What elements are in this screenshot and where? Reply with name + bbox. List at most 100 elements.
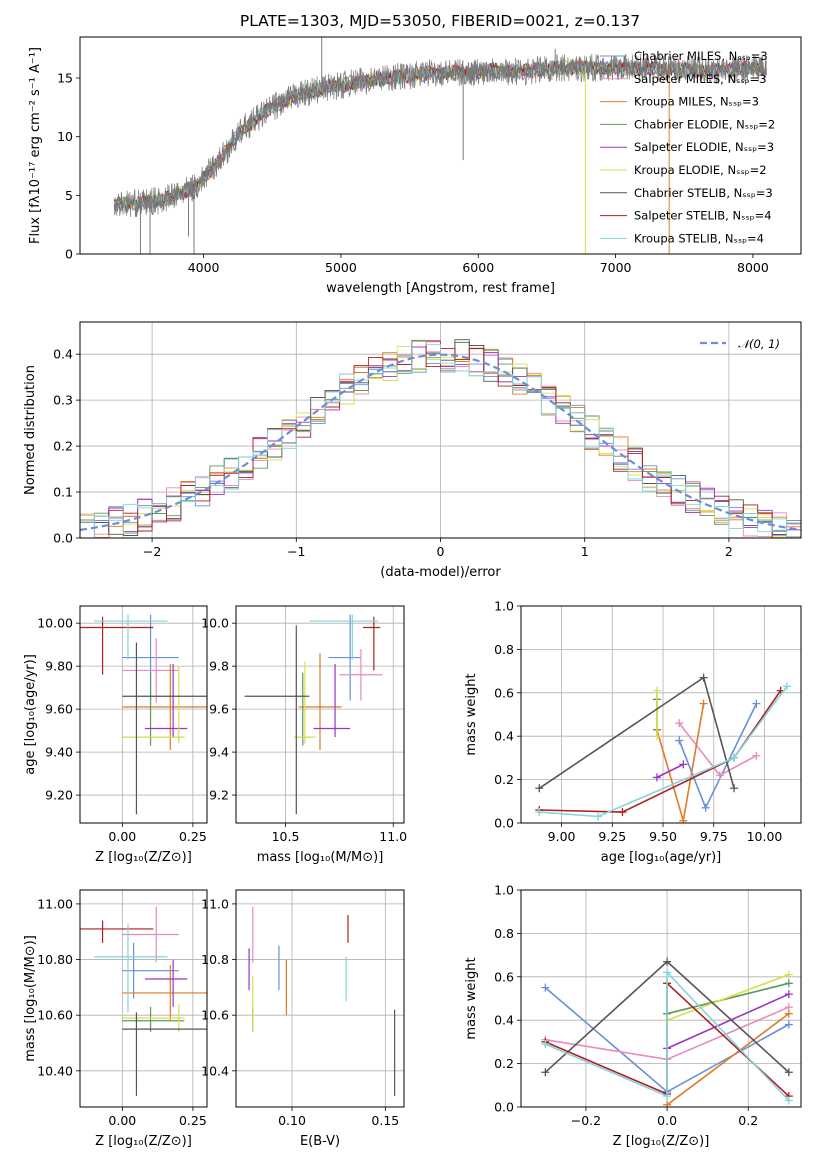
y-tick-label: 0.6 (494, 969, 514, 984)
x-axis-label: Z [log₁₀(Z/Z⊙)] (95, 1134, 192, 1149)
x-tick-label: 9.25 (598, 829, 626, 844)
x-axis-label: E(B-V) (300, 1134, 340, 1149)
y-tick-label: 9.20 (45, 788, 73, 803)
y-tick-label: 9.40 (45, 745, 73, 760)
y-tick-label: 9.2 (209, 788, 229, 803)
point-kroupa-stelib (782, 682, 791, 691)
legend-label: Salpeter STELIB, Nₛₛₚ=4 (634, 209, 772, 223)
x-tick-label: 2 (725, 544, 733, 559)
legend-label: Chabrier ELODIE, Nₛₛₚ=2 (634, 117, 775, 131)
residuals-panel: −2 −1 0 1 2 0.0 0.1 0.2 0.3 0.4 (data-model)/error… (23, 321, 802, 580)
point-kroupa-stelib (663, 1092, 672, 1101)
y-tick-label: 0.2 (494, 772, 514, 787)
spectrum-panel: 4000 5000 6000 7000 8000 0 5 10 15 wavelength [An… (28, 36, 802, 296)
y-tick-label: 10 (57, 129, 73, 144)
age-vs-Z-plot-area (80, 614, 207, 815)
y-tick-label: 9.6 (209, 702, 229, 717)
x-tick-label: 0.10 (278, 1113, 306, 1128)
point-salpeter-elodie (679, 760, 688, 769)
x-tick-label: 0 (437, 544, 445, 559)
point-salpeter-miles (752, 751, 761, 760)
legend-label: 𝒩(0, 1) (738, 337, 780, 351)
series-kroupa-miles (666, 1013, 790, 1106)
normal-curve (80, 353, 801, 531)
y-tick-label: 9.80 (45, 659, 73, 674)
x-tick-label: 0.25 (179, 829, 207, 844)
x-tick-label: 0.2 (738, 1113, 758, 1128)
y-tick-label: 15 (57, 71, 73, 86)
point-kroupa-elodie (784, 970, 793, 979)
y-tick-label: 0.4 (494, 1013, 514, 1028)
series-chabrier-elodie (666, 982, 789, 1015)
y-tick-label: 0.2 (494, 1056, 514, 1071)
y-tick-label: 0.6 (494, 685, 514, 700)
y-axis-label: Normed distribution (23, 365, 38, 495)
plot-frame (79, 889, 208, 1108)
x-tick-label: 0.00 (108, 1113, 136, 1128)
plot-frame (235, 889, 405, 1108)
y-tick-label: 0.0 (53, 531, 73, 546)
point-kroupa-elodie (652, 686, 661, 695)
point-kroupa-miles (679, 816, 688, 823)
y-tick-label: 10.0 (201, 616, 229, 631)
point-kroupa-miles (663, 1100, 672, 1107)
legend-label: Salpeter MILES, Nₛₛₚ=3 (634, 72, 767, 86)
x-axis-label: Z [log₁₀(Z/Z⊙)] (95, 850, 192, 865)
x-axis-label: Z [log₁₀(Z/Z⊙)] (613, 1134, 710, 1149)
y-tick-label: 10.4 (201, 1063, 229, 1078)
x-tick-label: 5000 (325, 260, 357, 275)
y-tick-label: 11.0 (201, 896, 229, 911)
series-kroupa-stelib (539, 685, 788, 818)
x-tick-label: 7000 (600, 260, 632, 275)
point-chabrier-stelib (784, 1068, 793, 1077)
legend-label: Chabrier STELIB, Nₛₛₚ=3 (634, 186, 773, 200)
y-axis-label: mass [log₁₀(M/M⊙)] (23, 935, 38, 1062)
point-salpeter-elodie (652, 773, 661, 782)
point-chabrier-elodie (784, 979, 793, 988)
plot-frame (520, 605, 802, 824)
point-chabrier-miles (675, 736, 684, 745)
x-tick-label: −0.2 (571, 1113, 601, 1128)
x-tick-label: 1 (581, 544, 589, 559)
y-tick-label: 5 (65, 188, 73, 203)
x-tick-label: −1 (287, 544, 305, 559)
plot-frame (520, 889, 802, 1108)
x-tick-label: 9.00 (548, 829, 576, 844)
residuals-plot-area (80, 339, 801, 538)
legend-label: Salpeter ELODIE, Nₛₛₚ=3 (634, 140, 774, 154)
x-tick-label: 0.0 (657, 1113, 677, 1128)
x-tick-label: 0.00 (108, 829, 136, 844)
x-axis-label: wavelength [Angstrom, rest frame] (326, 281, 555, 296)
x-tick-label: 10.5 (272, 829, 300, 844)
x-tick-label: 8000 (737, 260, 769, 275)
y-tick-label: 0.8 (494, 642, 514, 657)
spectrum-plot-area (113, 37, 767, 254)
point-kroupa-elodie (652, 732, 661, 741)
point-chabrier-stelib (699, 673, 708, 682)
y-tick-label: 9.4 (209, 745, 229, 760)
series-salpeter-elodie (656, 763, 684, 779)
x-tick-label: 9.50 (649, 829, 677, 844)
y-axis-label: mass weight (464, 673, 479, 755)
y-tick-label: 0.4 (53, 347, 73, 362)
series-salpeter-elodie (666, 993, 790, 1050)
figure-title: PLATE=1303, MJD=53050, FIBERID=0021, z=0… (239, 12, 641, 30)
plot-frame (79, 605, 208, 824)
point-chabrier-stelib (535, 784, 544, 793)
x-axis-label: mass [log₁₀(M/M⊙)] (257, 850, 384, 865)
point-salpeter-miles (675, 719, 684, 728)
x-tick-label: 0.15 (371, 1113, 399, 1128)
point-kroupa-stelib (730, 753, 739, 762)
mass-vs-Z-panel: 0.00 0.25 10.40 10.60 10.80 11.00 Z [log₁₀(Z/Z… (23, 889, 208, 1149)
point-salpeter-elodie (784, 990, 793, 999)
y-tick-label: 10.40 (37, 1063, 73, 1078)
point-kroupa-stelib (541, 1040, 550, 1049)
y-tick-label: 9.60 (45, 702, 73, 717)
x-tick-label: 11.0 (379, 829, 407, 844)
legend-label: Kroupa ELODIE, Nₛₛₚ=2 (634, 163, 767, 177)
y-tick-label: 10.00 (37, 616, 73, 631)
age-vs-mass-plot-area (244, 614, 383, 815)
spectrum-legend: Chabrier MILES, Nₛₛₚ=3 Salpeter MILES, Nₛ… (600, 49, 775, 245)
legend-label: Chabrier MILES, Nₛₛₚ=3 (634, 49, 768, 63)
